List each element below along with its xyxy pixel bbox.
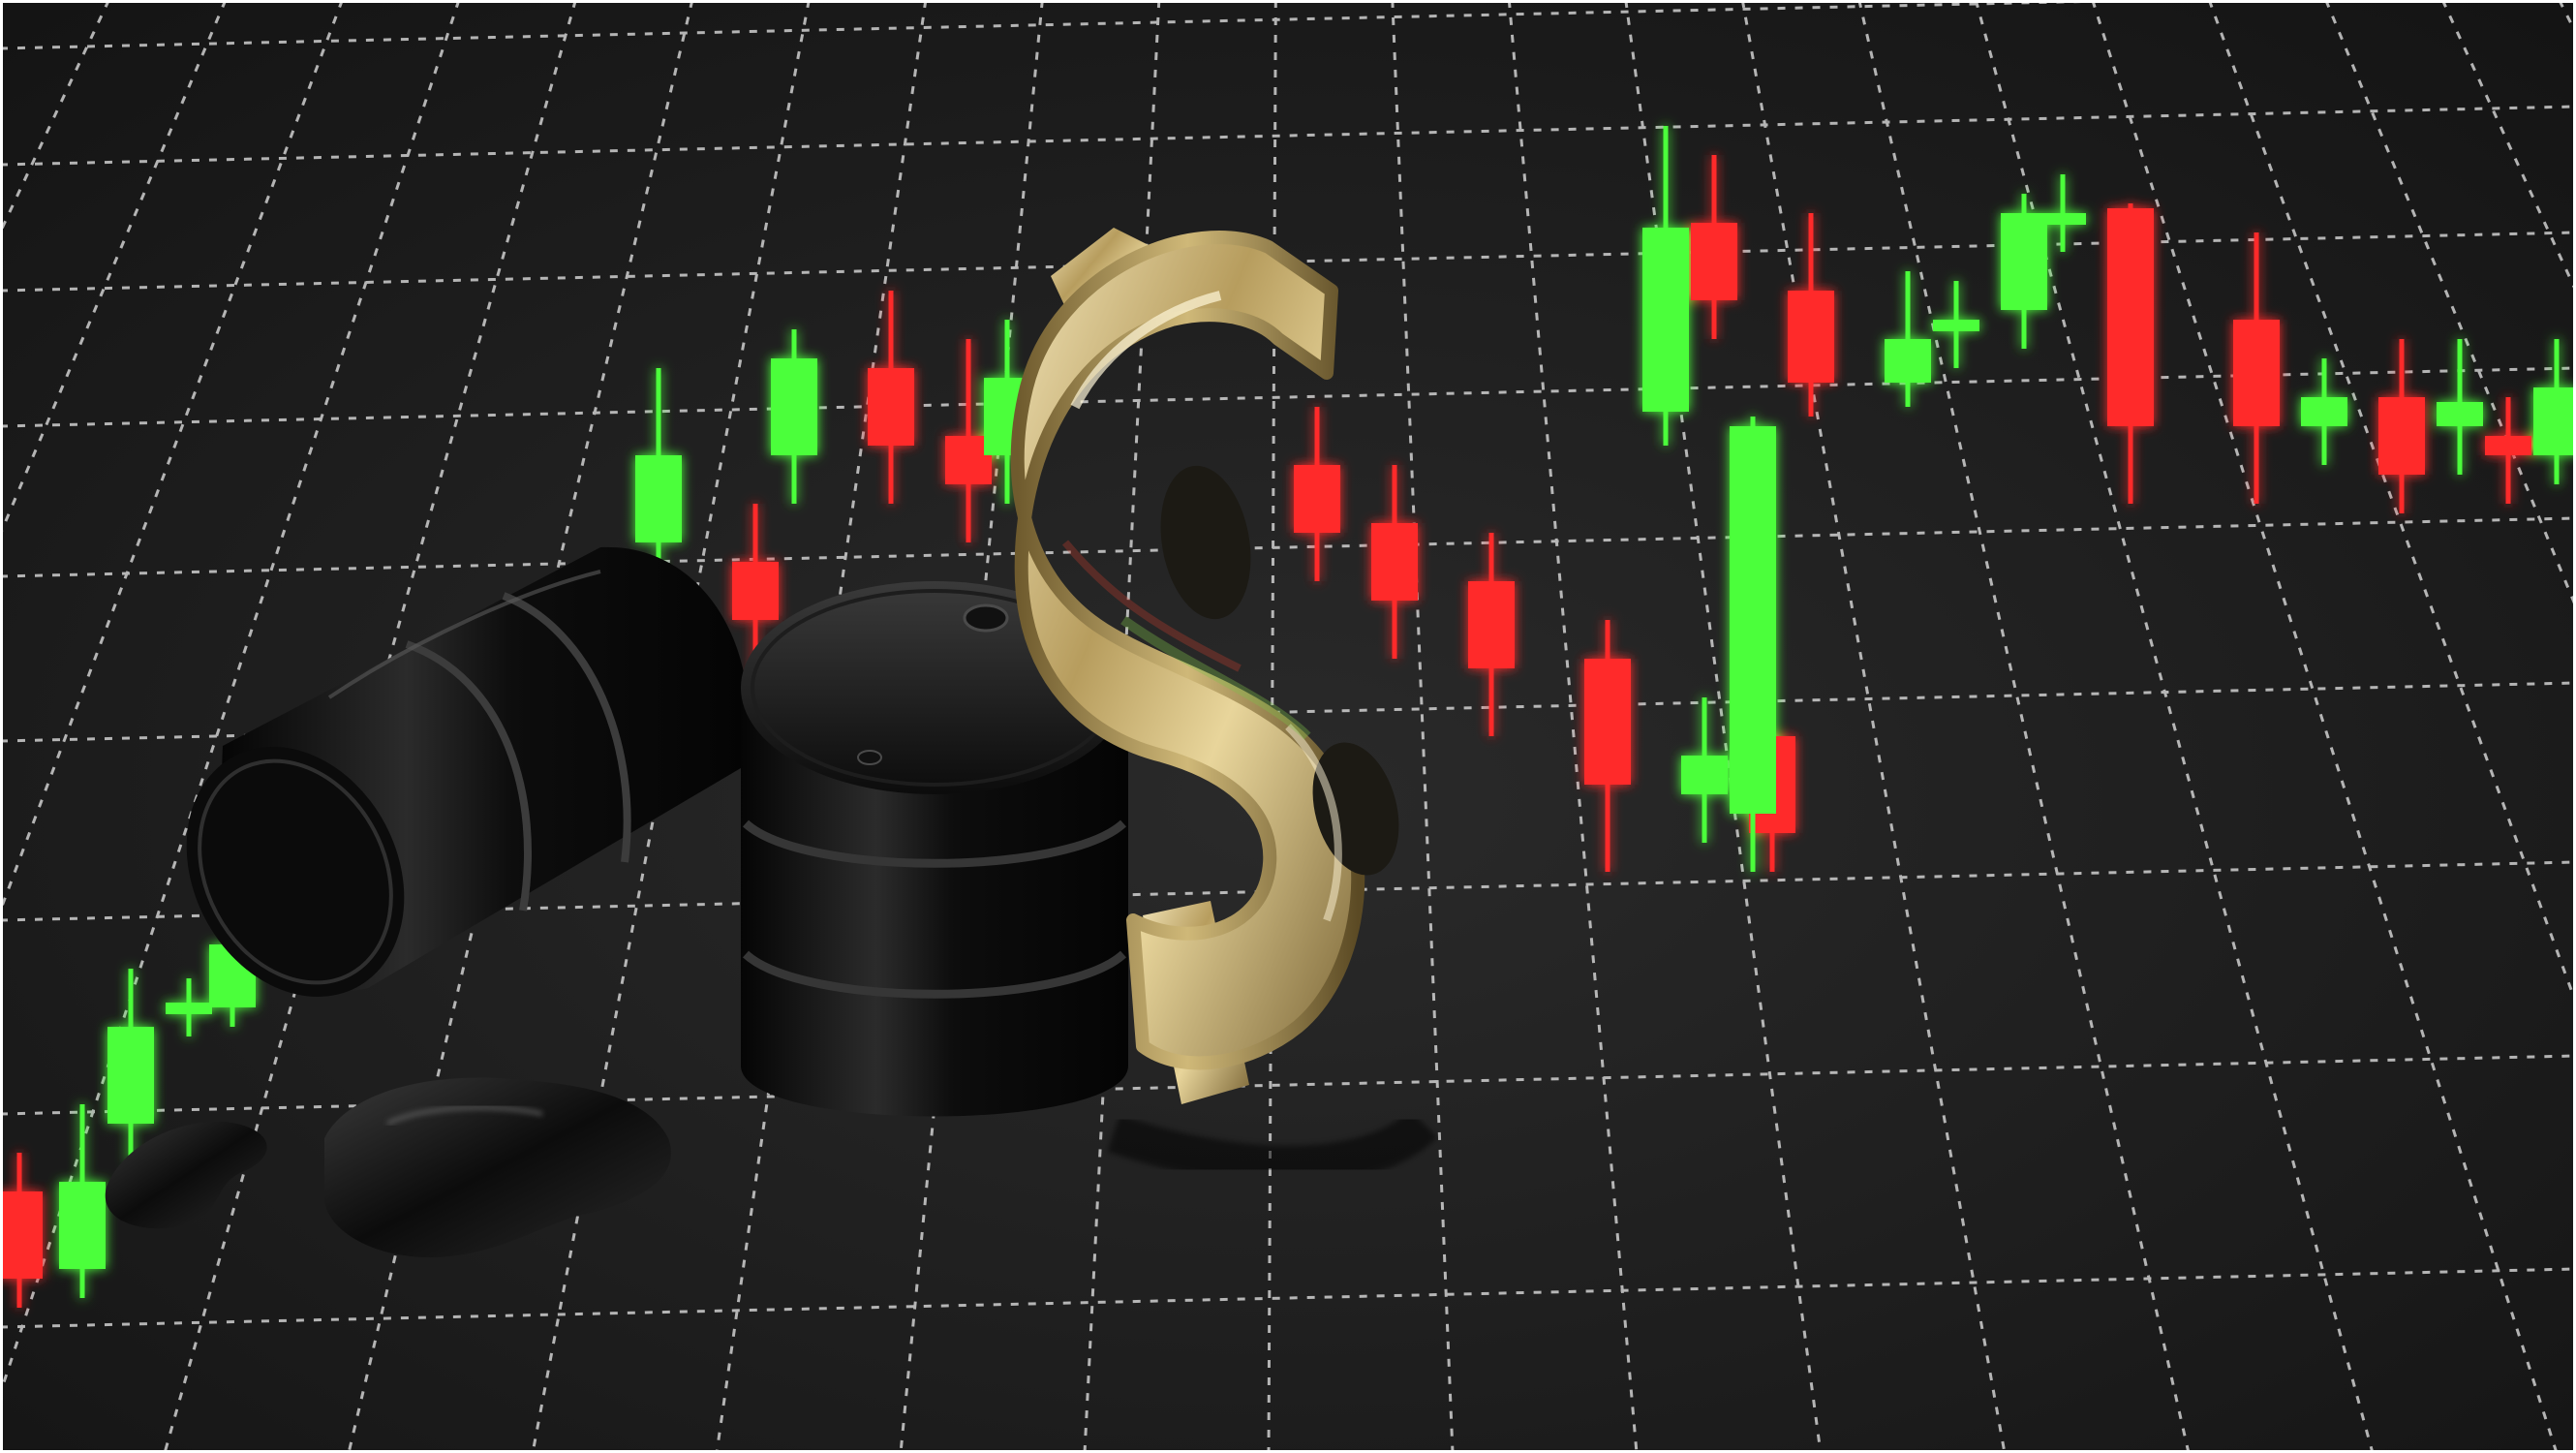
candle-right-5-body — [1933, 320, 1979, 331]
candle-upper-9-body — [1681, 756, 1728, 794]
candle-right-11-body — [2378, 397, 2425, 475]
candle-lower-left-2-body — [59, 1182, 106, 1269]
grid-line-vertical — [1740, 0, 2007, 1453]
candle-upper-12-body — [732, 562, 779, 620]
grid-line-vertical — [0, 0, 228, 539]
grid-line-vertical — [2440, 0, 2576, 295]
grid-line-vertical — [1857, 0, 2191, 1453]
candle-lower-left-3-body — [107, 1027, 154, 1124]
candle-upper-8-body — [1584, 659, 1631, 785]
candle-upper-1-body — [635, 455, 682, 542]
lying-oil-barrel — [186, 546, 750, 997]
grid-line-horizontal — [0, 1054, 2576, 1116]
grid-line-horizontal — [0, 860, 2576, 922]
candle-right-9-body — [2233, 320, 2280, 426]
candle-right-10-body — [2301, 397, 2347, 426]
candle-upper-6-body — [1371, 523, 1418, 601]
candle-right-1-body — [1642, 228, 1689, 412]
candle-right-7-body — [2039, 213, 2086, 225]
candle-right-12-body — [2437, 402, 2483, 426]
candle-right-3-body — [1788, 291, 1834, 383]
candle-upper-5-body — [1294, 465, 1340, 533]
gold-dollar-sign — [1010, 228, 1438, 1185]
candle-upper-2-body — [868, 368, 914, 446]
candle-right-14-body — [2533, 387, 2576, 455]
candle-right-13-body — [2485, 436, 2531, 455]
candle-large-bullish-body — [1730, 426, 1776, 814]
grid-line-horizontal — [0, 681, 2576, 743]
candle-right-8-body — [2107, 208, 2154, 426]
candlestick-chart — [0, 126, 2576, 1308]
grid-line-vertical — [2207, 0, 2576, 1007]
grid-line-horizontal — [0, 1267, 2576, 1329]
oil-spill — [105, 1077, 671, 1258]
candle-lower-left-4-body — [166, 1003, 212, 1014]
candle-right-6-body — [2001, 213, 2047, 310]
candle-upper-7-body — [1468, 581, 1515, 668]
candle-right-2-body — [1691, 223, 1737, 300]
candle-lower-left-1-body — [0, 1191, 43, 1279]
candle-right-4-body — [1885, 339, 1931, 383]
grid-line-horizontal — [0, 516, 2576, 578]
grid-line-horizontal — [0, 105, 2576, 167]
grid-line-vertical — [2324, 0, 2576, 611]
candle-upper-11-body — [771, 358, 817, 455]
